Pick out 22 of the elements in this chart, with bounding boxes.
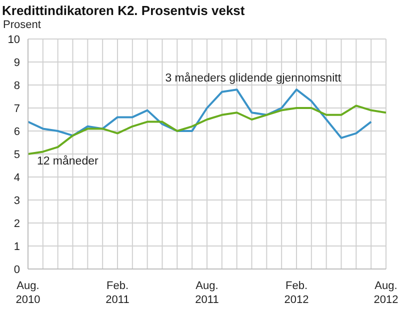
line-series — [28, 88, 372, 139]
series-label: 12 måneder — [36, 154, 98, 168]
y-tick-label: 4 — [14, 172, 20, 184]
y-tick-label: 8 — [14, 80, 20, 92]
y-tick-label: 3 — [14, 194, 20, 207]
y-tick-label: 9 — [14, 56, 20, 69]
y-tick-label: 1 — [14, 240, 20, 253]
x-tick-label: Aug. 2012 — [374, 280, 398, 306]
y-tick-label: 10 — [8, 34, 20, 46]
x-tick-label: Aug. 2011 — [195, 280, 219, 306]
x-tick-label: Feb. 2011 — [106, 280, 130, 306]
y-tick-label: 6 — [14, 126, 20, 138]
y-axis-title: Prosent — [2, 18, 42, 31]
line-series — [28, 104, 386, 155]
x-tick-label: Feb. 2012 — [284, 280, 309, 306]
series-label: 3 måneders glidende gjennomsnitt — [165, 72, 342, 85]
y-tick-label: 7 — [14, 102, 20, 115]
y-tick-label: 5 — [14, 148, 20, 161]
y-tick-label: 0 — [14, 264, 20, 276]
chart-title: Kredittindikatoren K2. Prosentvis vekst — [1, 2, 246, 18]
y-tick-label: 2 — [14, 218, 20, 230]
x-tick-label: Aug. 2010 — [16, 280, 40, 306]
